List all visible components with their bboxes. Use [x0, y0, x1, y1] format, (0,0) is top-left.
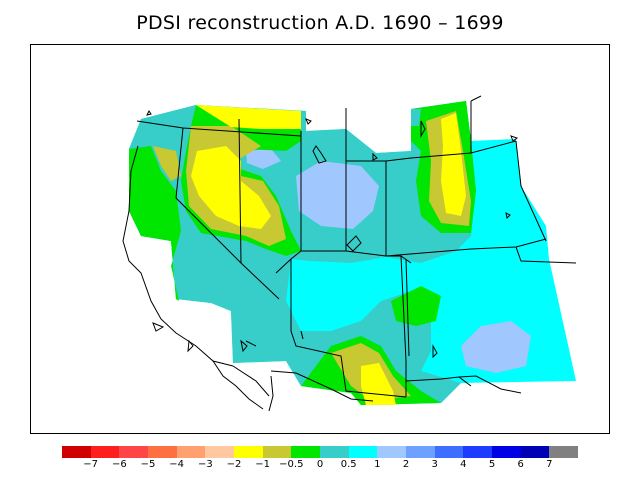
- colorbar-label: −0.5: [279, 459, 304, 470]
- pdsi-map: [122, 95, 577, 412]
- map-title: PDSI reconstruction A.D. 1690 – 1699: [136, 12, 504, 34]
- colorbar: [62, 446, 579, 458]
- colorbar-label: 4: [460, 459, 467, 470]
- colorbar-swatch: [320, 446, 350, 458]
- colorbar-swatch: [62, 446, 92, 458]
- colorbar-label: −2: [226, 459, 242, 470]
- pdsi-field: [129, 101, 576, 405]
- colorbar-label: −4: [169, 459, 185, 470]
- colorbar-label: 7: [546, 459, 553, 470]
- colorbar-swatch: [262, 446, 292, 458]
- colorbar-label: 0.5: [340, 459, 357, 470]
- map-frame: [30, 44, 610, 434]
- colorbar-swatch: [549, 446, 579, 458]
- colorbar-swatch: [90, 446, 120, 458]
- colorbar-swatch: [406, 446, 436, 458]
- colorbar-swatch: [234, 446, 264, 458]
- colorbar-swatch: [377, 446, 407, 458]
- colorbar-label: −6: [111, 459, 127, 470]
- lakes: [146, 110, 519, 359]
- colorbar-swatch: [463, 446, 493, 458]
- colorbar-label: 5: [488, 459, 496, 470]
- coastline: [122, 145, 274, 412]
- colorbar-swatch: [148, 446, 178, 458]
- colorbar-label: 1: [374, 459, 381, 470]
- colorbar-label: 2: [402, 459, 410, 470]
- colorbar-label: −3: [197, 459, 213, 470]
- boundary-lines: [136, 95, 577, 402]
- colorbar-swatch: [520, 446, 550, 458]
- colorbar-label: 0: [316, 459, 324, 470]
- colorbar-swatch: [434, 446, 464, 458]
- colorbar-label: 3: [431, 459, 438, 470]
- colorbar-label: −7: [83, 459, 99, 470]
- colorbar-swatch: [291, 446, 321, 458]
- colorbar-swatch: [119, 446, 149, 458]
- colorbar-label: −5: [140, 459, 156, 470]
- colorbar-swatch: [176, 446, 206, 458]
- colorbar-swatch: [492, 446, 522, 458]
- colorbar-swatch: [348, 446, 378, 458]
- colorbar-label: 6: [517, 459, 524, 470]
- colorbar-label: −1: [255, 459, 271, 470]
- colorbar-swatch: [205, 446, 235, 458]
